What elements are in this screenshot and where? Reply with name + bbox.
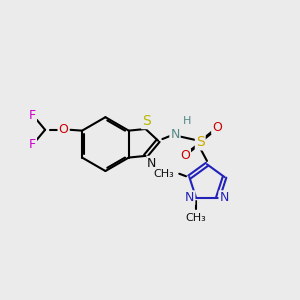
Text: O: O bbox=[59, 123, 68, 136]
Text: F: F bbox=[29, 138, 36, 151]
Text: N: N bbox=[147, 157, 157, 170]
Text: CH₃: CH₃ bbox=[186, 213, 206, 223]
Text: F: F bbox=[29, 109, 36, 122]
Text: S: S bbox=[196, 135, 205, 149]
Text: CH₃: CH₃ bbox=[154, 169, 174, 179]
Text: S: S bbox=[142, 114, 151, 128]
Text: N: N bbox=[220, 191, 229, 204]
Text: O: O bbox=[180, 149, 190, 162]
Text: N: N bbox=[170, 128, 180, 140]
Text: O: O bbox=[212, 121, 222, 134]
Text: N: N bbox=[185, 191, 194, 204]
Text: H: H bbox=[183, 116, 191, 126]
